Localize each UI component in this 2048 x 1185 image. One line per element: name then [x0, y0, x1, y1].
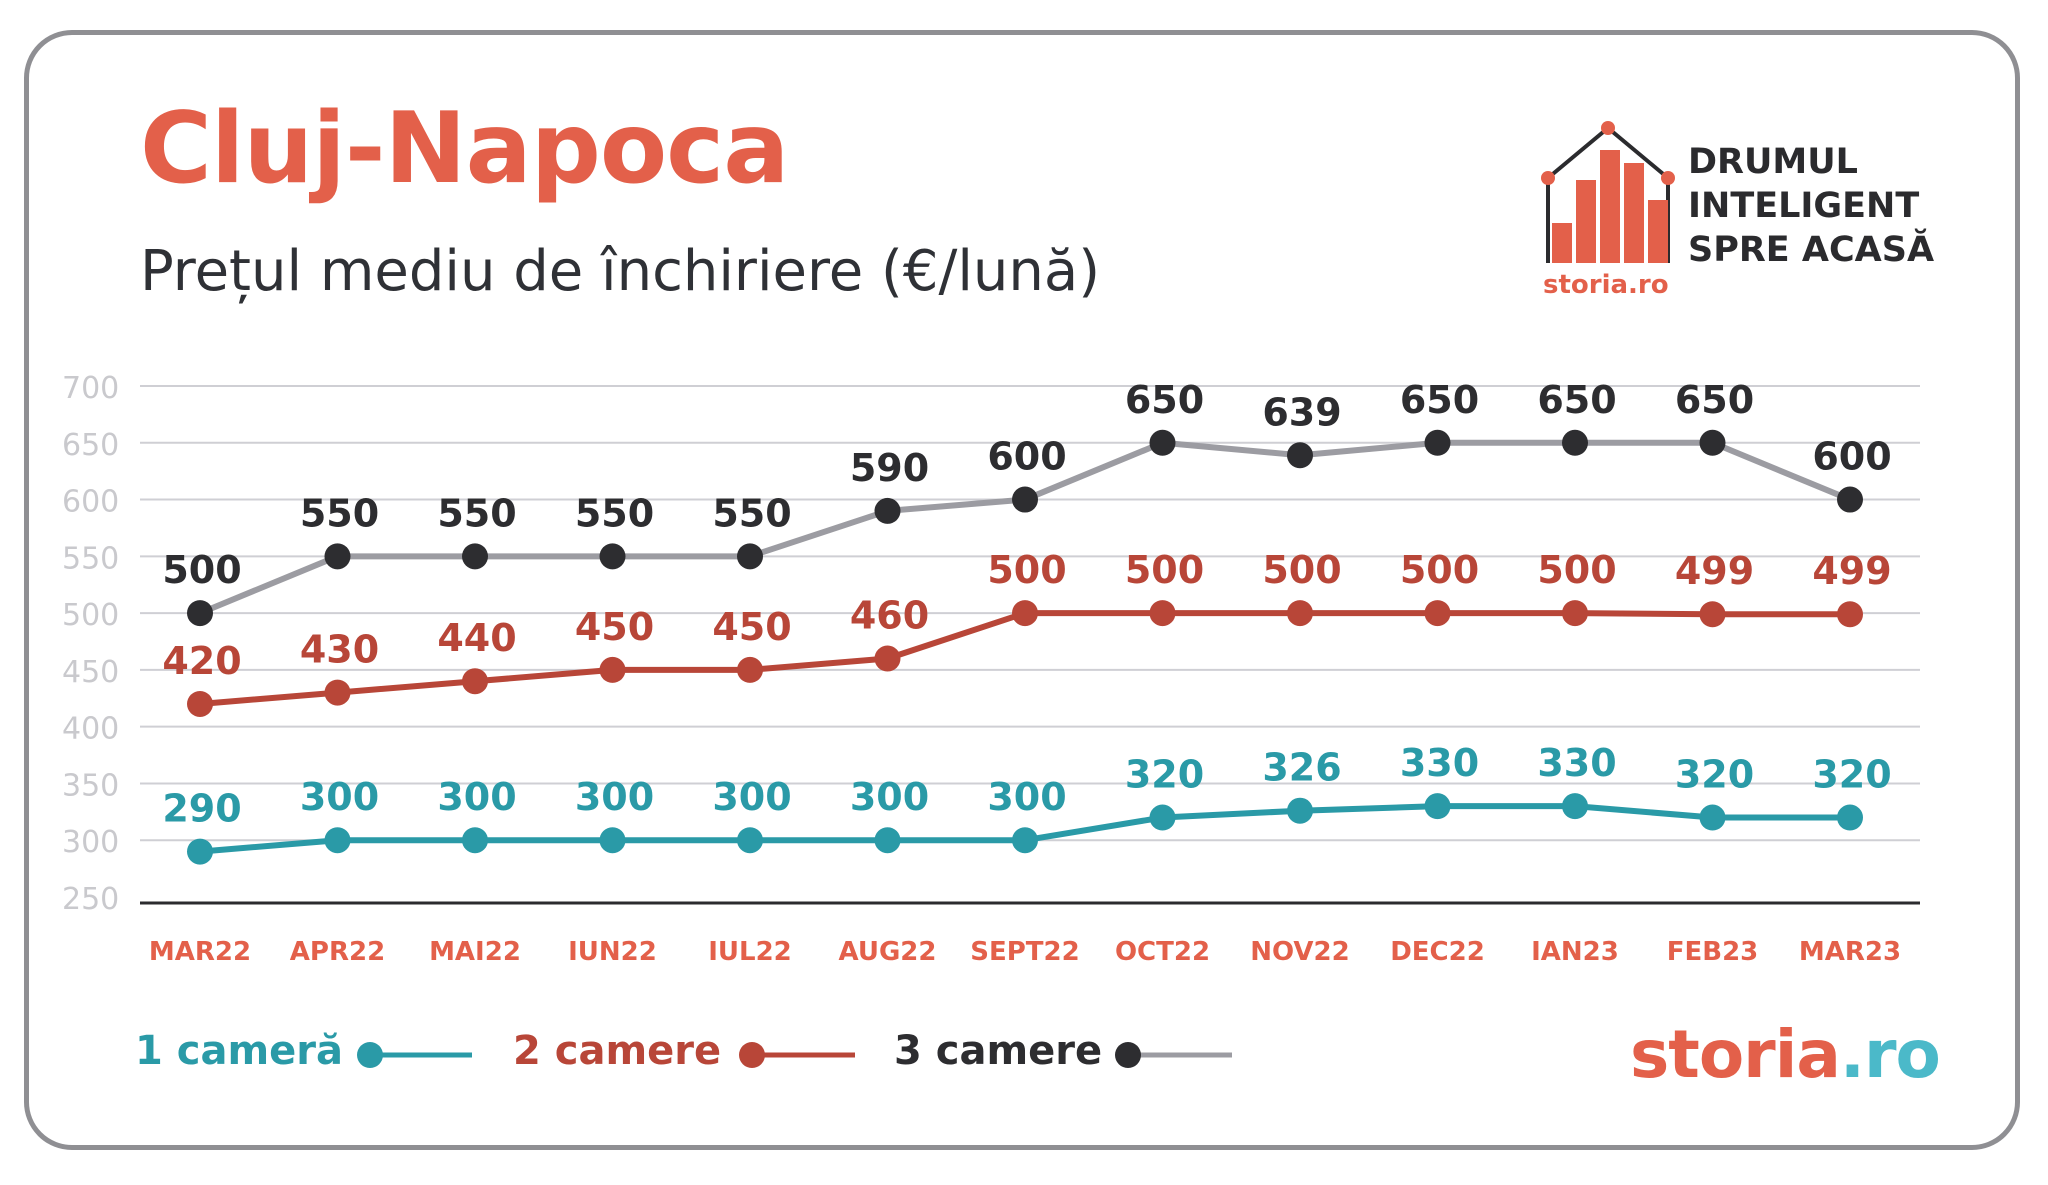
tagline-line-2: INTELIGENT: [1688, 186, 1920, 226]
tagline-line-1: DRUMUL: [1688, 142, 1858, 182]
legend-label-1: 1 cameră: [135, 1028, 343, 1074]
house-bar-chart-icon: storia.ro: [1541, 121, 1675, 298]
chart-title: Cluj-Napoca: [140, 92, 789, 206]
legend-label-3: 3 camere: [894, 1028, 1103, 1074]
tagline-line-3: SPRE ACASĂ: [1688, 230, 1935, 270]
logo-small-brand: storia.ro: [1543, 270, 1669, 298]
chart-subtitle: Prețul mediu de închiriere (€/lună): [140, 239, 1101, 304]
legend-label-2: 2 camere: [513, 1028, 722, 1074]
brand-logo: storia.ro: [1630, 1022, 1941, 1088]
brand-part-2: .ro: [1839, 1016, 1941, 1093]
brand-part-1: storia: [1630, 1016, 1841, 1093]
logo-tagline: DRUMUL INTELIGENT SPRE ACASĂ: [1688, 140, 1934, 272]
